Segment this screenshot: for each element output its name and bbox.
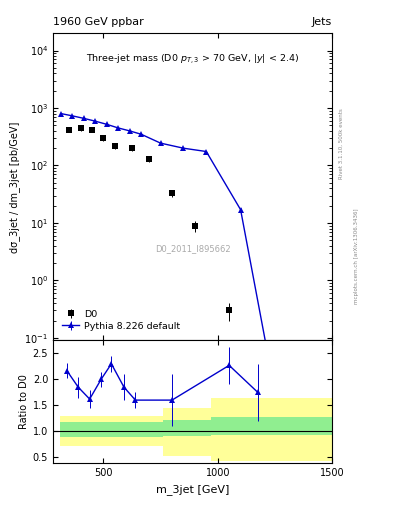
Text: mcplots.cern.ch [arXiv:1306.3436]: mcplots.cern.ch [arXiv:1306.3436]	[354, 208, 359, 304]
X-axis label: m_3jet [GeV]: m_3jet [GeV]	[156, 484, 229, 495]
Text: Jets: Jets	[312, 16, 332, 27]
Text: Rivet 3.1.10, 500k events: Rivet 3.1.10, 500k events	[339, 108, 344, 179]
Y-axis label: dσ_3jet / dm_3jet [pb/GeV]: dσ_3jet / dm_3jet [pb/GeV]	[9, 121, 20, 252]
Text: Three-jet mass (D0 $p_{T,3}$ > 70 GeV, $|y|$ < 2.4): Three-jet mass (D0 $p_{T,3}$ > 70 GeV, $…	[86, 52, 299, 66]
Legend: D0, Pythia 8.226 default: D0, Pythia 8.226 default	[58, 305, 185, 336]
Y-axis label: Ratio to D0: Ratio to D0	[18, 374, 29, 430]
Text: D0_2011_I895662: D0_2011_I895662	[155, 244, 230, 253]
Text: 1960 GeV ppbar: 1960 GeV ppbar	[53, 16, 144, 27]
